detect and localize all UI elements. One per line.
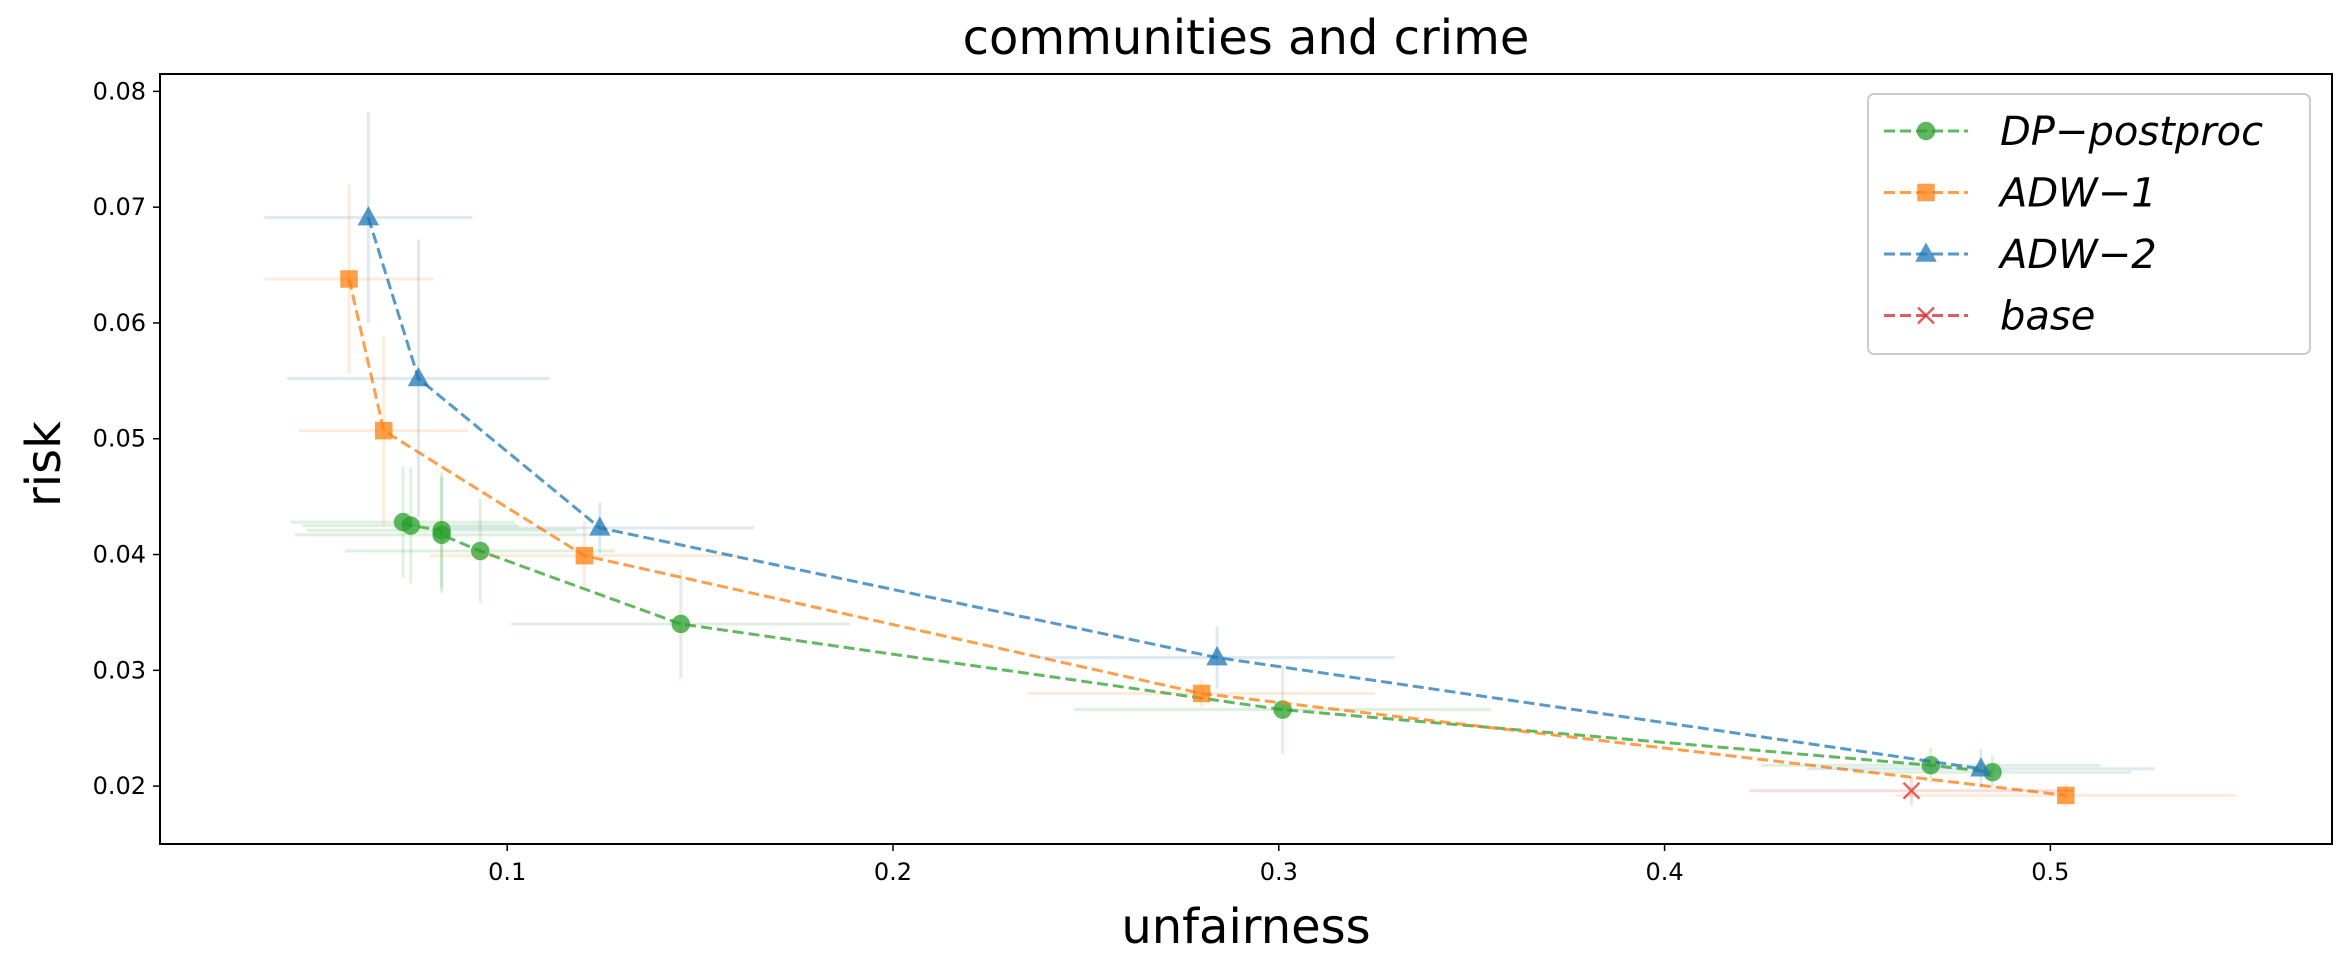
legend-item: ADW−1: [1884, 171, 2157, 217]
data-point: [401, 516, 421, 535]
data-point: [2057, 786, 2075, 805]
legend-label: ADW−1: [1997, 171, 2157, 217]
y-tick-label: 0.08: [93, 77, 146, 105]
y-tick-label: 0.03: [93, 656, 146, 684]
data-point: [432, 525, 451, 545]
data-point: [1970, 757, 1992, 777]
legend-marker: [1915, 242, 1937, 262]
series-1: [264, 184, 2236, 807]
axes: 0.1 0.2 0.3 0.4 0.5 0.02 0.03 0.04 0.05 0.06 0.07 0…: [93, 77, 2070, 886]
x-tick-label: 0.2: [874, 858, 912, 886]
data-point: [575, 546, 594, 565]
legend-marker: [1916, 121, 1936, 141]
x-tick-label: 0.4: [1645, 858, 1683, 886]
y-tick-label: 0.05: [93, 425, 146, 453]
legend-label: base: [2000, 294, 2095, 340]
legend-item: DP−postproc: [1884, 109, 2263, 155]
y-tick-label: 0.07: [93, 193, 146, 221]
y-tick-label: 0.06: [93, 309, 146, 337]
data-point: [357, 206, 380, 226]
data-point: [1206, 646, 1228, 666]
data-point: [1273, 700, 1292, 719]
series-2: [264, 112, 2155, 789]
data-point: [340, 270, 358, 288]
y-axis-title: risk: [16, 421, 72, 507]
x-axis-title: unfairness: [1121, 899, 1370, 955]
legend-marker: [1917, 183, 1935, 202]
plot-frame: [159, 73, 2333, 845]
y-tick-label: 0.04: [93, 541, 146, 569]
legend-frame: [1867, 93, 2311, 355]
x-tick-label: 0.3: [1260, 858, 1298, 886]
legend-marker: [1917, 306, 1935, 325]
series-3: [1749, 776, 2074, 805]
plot-area: [264, 112, 2236, 807]
series-0: [291, 466, 2132, 789]
legend-label: ADW−2: [1997, 232, 2157, 278]
data-point: [375, 421, 393, 440]
x-tick-label: 0.5: [2031, 858, 2069, 886]
data-point: [470, 541, 490, 561]
chart-title: communities and crime: [963, 10, 1530, 66]
y-tick-label: 0.02: [93, 772, 146, 800]
legend-label: DP−postproc: [2000, 109, 2263, 155]
data-point: [407, 366, 430, 387]
series-line: [347, 278, 2066, 797]
legend-item: ADW−2: [1884, 232, 2157, 278]
legend-item: base: [1884, 294, 2095, 340]
data-point: [671, 614, 691, 634]
data-point: [1902, 781, 1921, 800]
legend: DP−postproc ADW−1 ADW−2 base: [1867, 93, 2311, 355]
data-point: [1192, 684, 1211, 703]
data-point: [589, 516, 611, 536]
x-tick-label: 0.1: [488, 858, 526, 886]
